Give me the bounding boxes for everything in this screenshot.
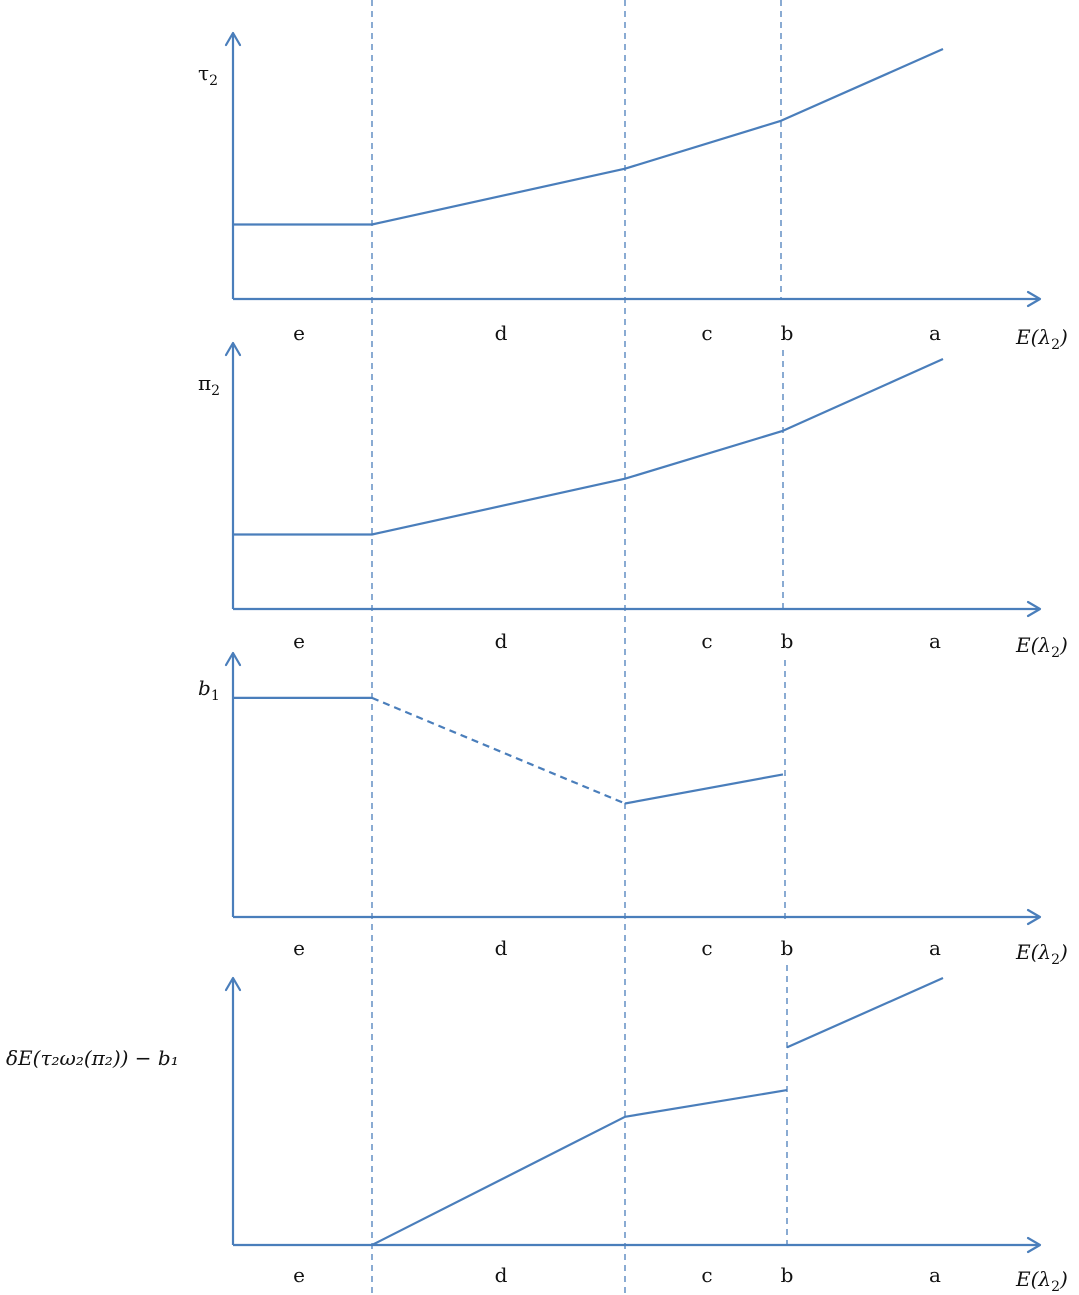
region-label-b: b bbox=[781, 936, 794, 960]
y-axis-arrow-icon bbox=[224, 31, 242, 47]
panel-pi2: π2 e d c b a E(λ2) bbox=[198, 341, 1068, 661]
region-label-a: a bbox=[929, 321, 941, 345]
y-axis-label: δE(τ₂ω₂(π₂)) − b₁ bbox=[6, 1046, 179, 1070]
region-label-e: e bbox=[293, 629, 305, 653]
region-label-c: c bbox=[701, 936, 712, 960]
y-axis-label: τ2 bbox=[198, 61, 218, 89]
x-axis-arrow-icon bbox=[1026, 908, 1042, 926]
y-axis-arrow-icon bbox=[224, 341, 242, 357]
region-label-e: e bbox=[293, 321, 305, 345]
region-label-b: b bbox=[781, 1263, 794, 1287]
y-axis-label: π2 bbox=[198, 371, 220, 399]
x-axis-label: E(λ2) bbox=[1015, 325, 1068, 353]
panel-tau2: τ2 e d c b a E(λ2) bbox=[198, 31, 1068, 353]
region-label-a: a bbox=[929, 936, 941, 960]
x-axis-arrow-icon bbox=[1026, 600, 1042, 618]
region-label-e: e bbox=[293, 1263, 305, 1287]
region-label-b: b bbox=[781, 629, 794, 653]
region-label-b: b bbox=[781, 321, 794, 345]
curve-segment-1 bbox=[233, 47, 944, 226]
x-axis-label: E(λ2) bbox=[1015, 1267, 1068, 1295]
region-label-d: d bbox=[495, 629, 508, 653]
region-label-a: a bbox=[929, 1263, 941, 1287]
y-axis-label: b1 bbox=[198, 676, 220, 704]
panel-b1: b1 e d c b a E(λ2) bbox=[198, 651, 1068, 968]
panels: τ2e d c b a E(λ2)π2e d c b a E(λ2)b1e d c b a E(λ2)δE(τ… bbox=[6, 31, 1068, 1295]
region-label-d: d bbox=[495, 936, 508, 960]
curve-segment-2 bbox=[371, 696, 626, 805]
curve-segment-2 bbox=[786, 976, 944, 1049]
curve-segment-1 bbox=[371, 1089, 788, 1246]
region-label-c: c bbox=[701, 629, 712, 653]
region-label-a: a bbox=[929, 629, 941, 653]
y-axis-arrow-icon bbox=[224, 976, 242, 992]
region-label-c: c bbox=[701, 1263, 712, 1287]
region-label-d: d bbox=[495, 321, 508, 345]
x-axis-arrow-icon bbox=[1026, 1236, 1042, 1254]
panel-surplus: δE(τ₂ω₂(π₂)) − b₁ e d c b a E(λ2) bbox=[6, 976, 1068, 1295]
region-label-c: c bbox=[701, 321, 712, 345]
region-label-e: e bbox=[293, 936, 305, 960]
y-axis-arrow-icon bbox=[224, 651, 242, 667]
x-axis-label: E(λ2) bbox=[1015, 633, 1068, 661]
curve-segment-3 bbox=[624, 773, 784, 805]
region-boundary-guides bbox=[371, 0, 788, 1295]
region-label-d: d bbox=[495, 1263, 508, 1287]
x-axis-label: E(λ2) bbox=[1015, 940, 1068, 968]
curve-segment-1 bbox=[233, 357, 944, 536]
x-axis-arrow-icon bbox=[1026, 290, 1042, 308]
